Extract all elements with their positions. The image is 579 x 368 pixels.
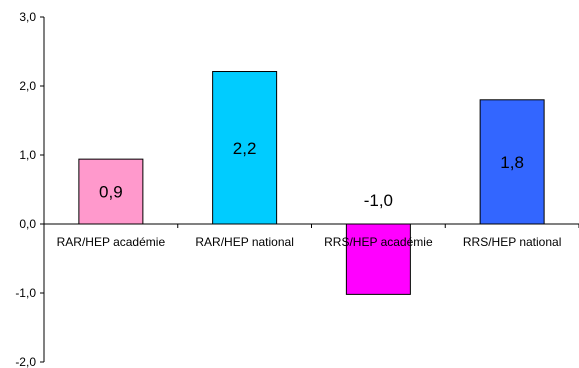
y-tick-label: -2,0 — [15, 355, 36, 368]
data-label: 0,9 — [99, 183, 123, 202]
bar — [345, 223, 411, 295]
category-label: RRS/HEP national — [463, 235, 562, 249]
category-label: RAR/HEP national — [195, 235, 294, 249]
bar — [212, 71, 278, 225]
y-axis: -2,0 -1,0 0,0 1,0 2,0 3,0 — [15, 10, 45, 368]
y-tick-label: -1,0 — [15, 286, 36, 300]
data-label: 2,2 — [233, 139, 257, 158]
y-tick-label: 0,0 — [19, 217, 36, 231]
y-tick-label: 2,0 — [19, 79, 36, 93]
data-label: -1,0 — [364, 191, 393, 210]
data-labels: RAR/HEP académie RAR/HEP national RRS/HEP … — [57, 139, 562, 249]
category-label: RAR/HEP académie — [57, 235, 166, 249]
y-tick-label: 1,0 — [19, 148, 36, 162]
data-label: 1,8 — [500, 153, 524, 172]
x-axis — [44, 223, 579, 228]
y-tick-label: 3,0 — [19, 10, 36, 24]
bars — [78, 71, 545, 295]
category-label: RRS/HEP académie — [324, 235, 433, 249]
bar — [479, 99, 545, 225]
